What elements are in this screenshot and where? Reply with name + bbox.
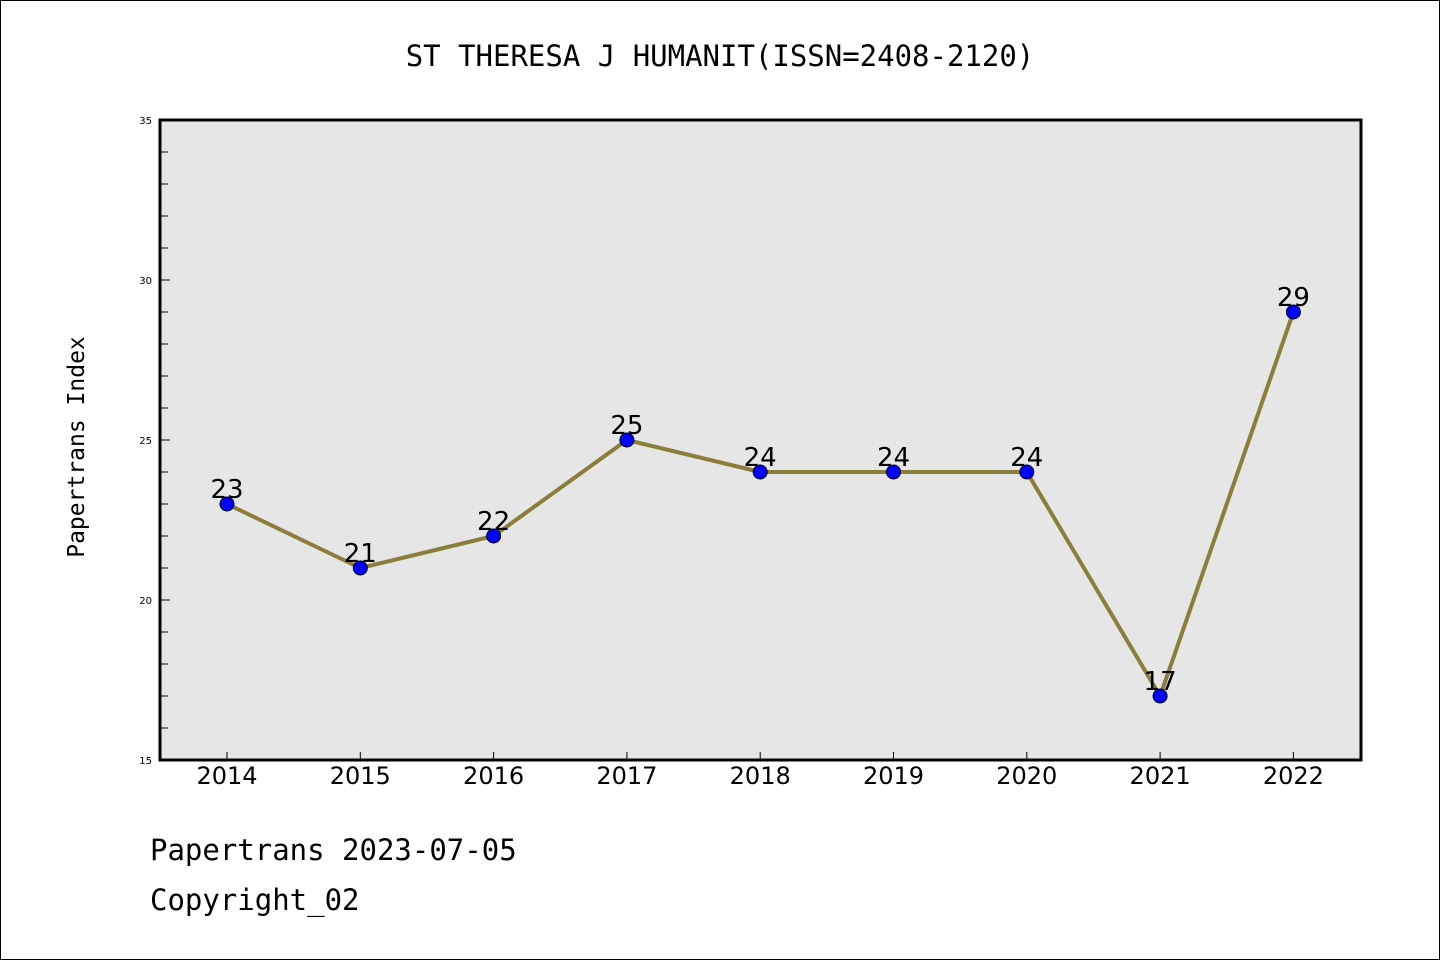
data-labels: 23 21 22 25 24 24 24 17 29 xyxy=(210,283,1309,697)
y-axis-ticks: 15 20 25 30 35 xyxy=(139,116,170,767)
x-tick-label: 2017 xyxy=(596,762,657,790)
data-point xyxy=(1285,304,1301,320)
data-label: 23 xyxy=(210,475,243,505)
x-tick-label: 2022 xyxy=(1263,762,1324,790)
data-markers xyxy=(219,304,1301,704)
x-tick-label: 2014 xyxy=(196,762,257,790)
x-tick-label: 2019 xyxy=(863,762,924,790)
data-point xyxy=(219,496,235,512)
chart-title: ST THERESA J HUMANIT(ISSN=2408-2120) xyxy=(406,39,1035,73)
data-label: 24 xyxy=(1010,443,1043,473)
x-tick-label: 2020 xyxy=(996,762,1057,790)
data-point xyxy=(752,464,768,480)
x-tick-label: 2016 xyxy=(463,762,524,790)
data-label: 24 xyxy=(877,443,910,473)
y-tick-label: 15 xyxy=(139,756,152,767)
data-label: 29 xyxy=(1277,283,1310,313)
data-point xyxy=(352,560,368,576)
x-tick-label: 2015 xyxy=(330,762,391,790)
y-tick-label: 35 xyxy=(139,116,152,127)
footer-date: Papertrans 2023-07-05 xyxy=(150,833,517,867)
data-label: 21 xyxy=(344,539,377,569)
y-tick-label: 30 xyxy=(139,276,152,287)
data-label: 25 xyxy=(610,411,643,441)
x-tick-label: 2018 xyxy=(730,762,791,790)
data-point xyxy=(619,432,635,448)
data-point xyxy=(486,528,502,544)
data-point xyxy=(1152,688,1168,704)
y-axis-label: Papertrans Index xyxy=(64,336,90,558)
x-tick-label: 2021 xyxy=(1130,762,1191,790)
plot-area xyxy=(158,118,1363,762)
data-point xyxy=(886,464,901,480)
data-point xyxy=(1019,464,1035,480)
data-label: 22 xyxy=(477,507,510,537)
y-tick-label: 20 xyxy=(139,596,152,607)
y-tick-label: 25 xyxy=(139,436,152,447)
footer-copyright: Copyright_02 xyxy=(150,883,360,917)
x-axis-ticks: 2014 2015 2016 2017 2018 2019 2020 2021 2022 xyxy=(196,752,1324,790)
data-label: 17 xyxy=(1144,667,1177,697)
data-label: 24 xyxy=(744,443,777,473)
